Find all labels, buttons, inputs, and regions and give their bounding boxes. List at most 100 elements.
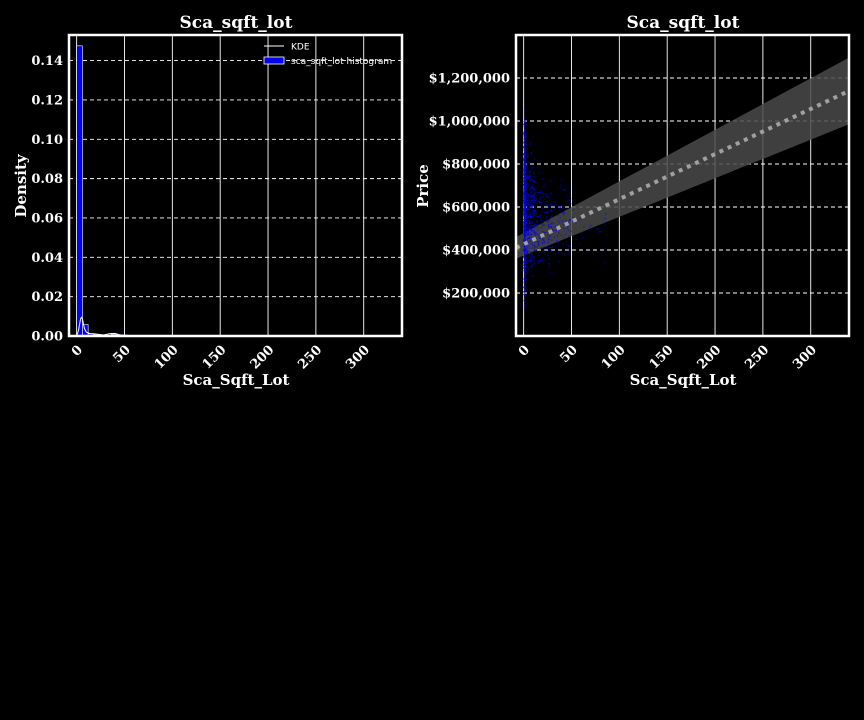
- scatter-point: [524, 170, 526, 172]
- scatter-point: [546, 231, 549, 233]
- scatter-point: [528, 225, 530, 227]
- scatter-point: [583, 226, 585, 228]
- histogram-y-tick-label: 0.06: [31, 211, 63, 226]
- scatter-point: [531, 264, 533, 267]
- scatter-point: [526, 256, 529, 259]
- scatter-point: [524, 182, 526, 185]
- scatter-point: [567, 253, 570, 256]
- scatter-point: [541, 178, 544, 180]
- scatter-point: [580, 232, 583, 234]
- scatter-panel: Sca_sqft_lot 0 50 100 150 200 250 300 $200,000…: [414, 13, 851, 389]
- scatter-point: [524, 129, 526, 132]
- scatter-point: [548, 258, 550, 261]
- scatter-point: [549, 238, 551, 241]
- scatter-point: [549, 216, 552, 219]
- scatter-point: [530, 209, 533, 211]
- scatter-point: [522, 153, 525, 156]
- scatter-y-tick-label: $1,200,000: [429, 72, 510, 87]
- scatter-point: [547, 223, 549, 226]
- scatter-point: [532, 187, 535, 190]
- scatter-point: [522, 213, 525, 216]
- scatter-point: [563, 189, 565, 191]
- scatter-point: [559, 206, 562, 208]
- scatter-point: [523, 177, 525, 179]
- scatter-point: [552, 222, 555, 224]
- scatter-point: [523, 280, 526, 283]
- scatter-point: [526, 155, 528, 158]
- scatter-point: [523, 208, 525, 210]
- scatter-point: [531, 198, 533, 201]
- scatter-point: [549, 192, 552, 195]
- scatter-point: [545, 201, 548, 203]
- scatter-point: [523, 235, 526, 237]
- scatter-point: [524, 288, 526, 290]
- scatter-point: [555, 240, 558, 242]
- scatter-point: [535, 219, 538, 222]
- scatter-point: [522, 240, 525, 242]
- scatter-point: [565, 194, 568, 196]
- scatter-point: [570, 230, 572, 233]
- scatter-point: [531, 196, 534, 198]
- scatter-point: [559, 217, 561, 219]
- scatter-point: [541, 195, 544, 198]
- scatter-point: [523, 146, 525, 149]
- scatter-point: [605, 212, 607, 215]
- scatter-point: [525, 272, 527, 275]
- scatter-point: [524, 269, 527, 272]
- scatter-point: [525, 208, 528, 210]
- scatter-point: [532, 214, 535, 217]
- scatter-point: [557, 251, 560, 254]
- scatter-point: [533, 172, 535, 175]
- scatter-point: [536, 229, 539, 231]
- scatter-point: [539, 218, 542, 220]
- scatter-point: [559, 187, 561, 189]
- scatter-point: [523, 152, 526, 155]
- scatter-point: [557, 219, 559, 222]
- scatter-point: [528, 255, 531, 258]
- scatter-point: [541, 226, 543, 229]
- scatter-point: [588, 226, 591, 229]
- scatter-point: [531, 186, 533, 189]
- scatter-point: [564, 209, 566, 211]
- scatter-point: [562, 236, 565, 238]
- scatter-point: [532, 248, 535, 251]
- scatter-point: [523, 165, 525, 167]
- scatter-point: [535, 215, 537, 218]
- scatter-point: [557, 205, 560, 208]
- scatter-point: [567, 248, 570, 250]
- scatter-point: [528, 176, 531, 178]
- scatter-point: [525, 245, 527, 247]
- scatter-point: [534, 227, 536, 229]
- scatter-point: [530, 197, 533, 199]
- scatter-point: [527, 260, 530, 262]
- scatter-point: [533, 212, 536, 215]
- scatter-point: [525, 178, 527, 181]
- histogram-legend: KDE sca_sqft_lot histogram: [263, 43, 392, 67]
- histogram-bar: [76, 45, 83, 337]
- scatter-point: [524, 143, 527, 146]
- scatter-point: [529, 232, 531, 234]
- scatter-point: [523, 206, 526, 209]
- scatter-point: [531, 205, 534, 207]
- scatter-point: [536, 226, 538, 229]
- scatter-point: [535, 212, 538, 215]
- scatter-point: [530, 178, 532, 181]
- scatter-point: [525, 231, 528, 234]
- scatter-point: [543, 211, 546, 214]
- scatter-point: [526, 218, 528, 220]
- scatter-point: [524, 285, 526, 287]
- scatter-point: [525, 257, 528, 259]
- scatter-point: [528, 162, 530, 164]
- scatter-point: [523, 219, 526, 221]
- scatter-point: [526, 205, 528, 207]
- scatter-point: [541, 204, 543, 206]
- regression-line: [516, 89, 849, 250]
- scatter-point: [523, 304, 526, 306]
- scatter-point: [546, 218, 548, 221]
- scatter-point: [546, 211, 549, 214]
- scatter-point: [525, 222, 528, 224]
- scatter-point: [523, 196, 525, 199]
- scatter-point: [541, 242, 544, 245]
- scatter-point: [544, 259, 547, 261]
- scatter-point: [547, 205, 550, 208]
